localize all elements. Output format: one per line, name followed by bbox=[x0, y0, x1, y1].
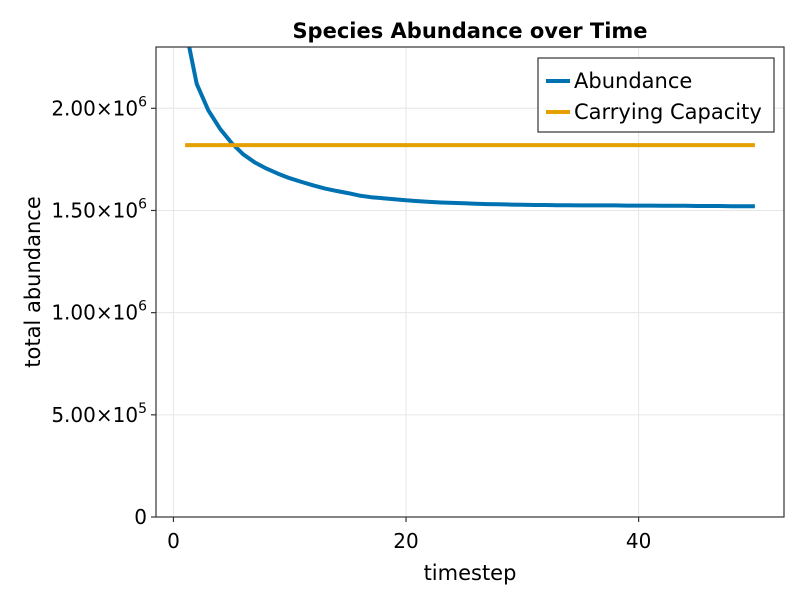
y-axis-ticks: 0 5.00×105 1.00×106 1.50×106 2.00×106 bbox=[51, 94, 156, 529]
legend-box bbox=[537, 57, 775, 133]
y-tick-label: 5.00×105 bbox=[51, 401, 147, 427]
legend: Abundance Carrying Capacity bbox=[537, 57, 775, 133]
y-tick-label: 0 bbox=[134, 505, 147, 529]
plot-frame bbox=[155, 46, 785, 518]
x-tick-label: 0 bbox=[167, 529, 180, 553]
series-group bbox=[185, 47, 755, 209]
legend-label-carrying-capacity: Carrying Capacity bbox=[574, 100, 762, 124]
y-axis-label: total abundance bbox=[21, 196, 45, 368]
y-tick-label: 1.50×106 bbox=[51, 196, 147, 222]
legend-label-abundance: Abundance bbox=[574, 69, 692, 93]
x-axis-ticks: 0 20 40 bbox=[167, 517, 651, 553]
series-line-0 bbox=[187, 47, 755, 209]
y-tick-label: 1.00×106 bbox=[51, 299, 147, 325]
x-tick-label: 40 bbox=[626, 529, 651, 553]
x-tick-label: 20 bbox=[393, 529, 418, 553]
y-tick-label: 2.00×106 bbox=[51, 94, 147, 120]
x-axis-label: timestep bbox=[424, 561, 517, 585]
chart-title: Species Abundance over Time bbox=[292, 19, 647, 43]
